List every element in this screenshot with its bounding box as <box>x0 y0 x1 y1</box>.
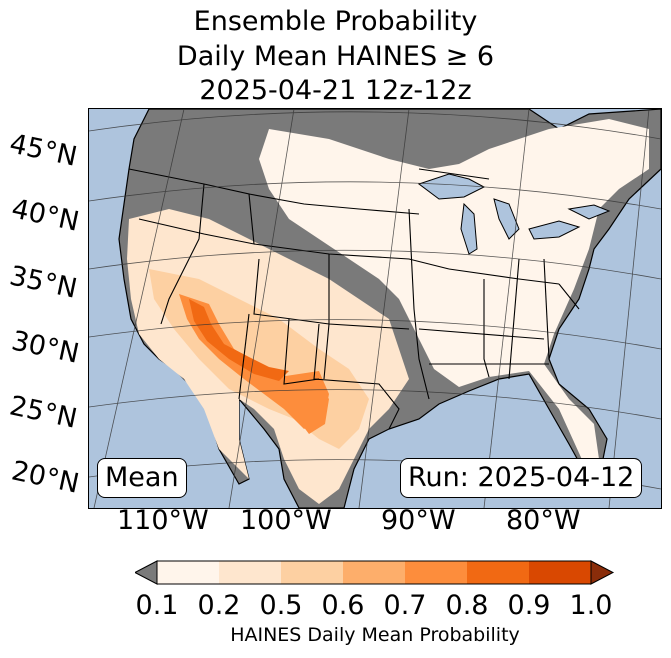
state-borders <box>128 168 580 430</box>
colorbar-tick-1.0: 1.0 <box>569 590 613 621</box>
map-panel <box>88 108 662 509</box>
colorbar-label: HAINES Daily Mean Probability <box>230 624 520 646</box>
probability-region-low <box>259 119 649 464</box>
colorbar-bin-1 <box>157 561 219 584</box>
colorbar-bin-4 <box>343 561 405 584</box>
mean-label: Mean <box>97 458 187 498</box>
probability-region-texas <box>284 379 329 434</box>
colorbar-tick-0.6: 0.6 <box>321 590 365 621</box>
title-line-1: Ensemble Probability <box>193 6 478 37</box>
latitude-label-40: 40°N <box>8 193 82 238</box>
longitude-label-100: 100°W <box>240 505 332 536</box>
colorbar <box>135 560 615 585</box>
colorbar-tick-0.8: 0.8 <box>445 590 489 621</box>
longitude-label-80: 80°W <box>506 505 581 536</box>
latitude-label-30: 30°N <box>8 325 82 370</box>
latitude-label-35: 35°N <box>6 260 80 305</box>
colorbar-tick-0.5: 0.5 <box>259 590 303 621</box>
graticule <box>89 109 661 508</box>
colorbar-tick-0.1: 0.1 <box>135 590 179 621</box>
colorbar-bin-3 <box>281 561 343 584</box>
latitude-label-45: 45°N <box>6 128 80 173</box>
colorbar-bin-7 <box>529 561 591 584</box>
title-line-2: Daily Mean HAINES ≥ 6 <box>176 41 495 72</box>
latitude-label-20: 20°N <box>8 455 82 500</box>
colorbar-over-arrow <box>590 560 615 585</box>
title-line-3: 2025-04-21 12z-12z <box>199 75 472 106</box>
colorbar-under-arrow <box>135 560 158 585</box>
longitude-label-110: 110°W <box>117 505 209 536</box>
colorbar-bin-5 <box>405 561 467 584</box>
colorbar-tick-0.9: 0.9 <box>507 590 551 621</box>
colorbar-frame <box>156 560 592 585</box>
longitude-label-90: 90°W <box>381 505 456 536</box>
colorbar-tick-0.2: 0.2 <box>197 590 241 621</box>
colorbar-tick-0.7: 0.7 <box>383 590 427 621</box>
map-canvas <box>89 109 661 508</box>
probability-region-peak <box>189 299 289 381</box>
latitude-label-25: 25°N <box>6 390 80 435</box>
colorbar-bin-6 <box>467 561 529 584</box>
colorbar-bin-2 <box>219 561 281 584</box>
run-date-label: Run: 2025-04-12 <box>400 458 643 498</box>
